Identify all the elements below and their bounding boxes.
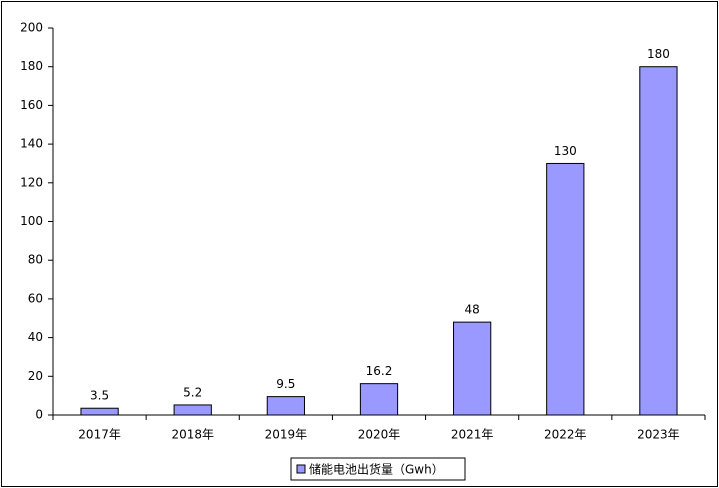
legend-box <box>290 457 466 481</box>
bar <box>80 407 119 416</box>
data-label: 180 <box>647 47 670 61</box>
x-tick-label: 2019年 <box>265 428 308 442</box>
data-label: 130 <box>554 144 577 158</box>
legend-swatch <box>296 464 306 474</box>
legend-label: 储能电池出货量（Gwh） <box>309 462 444 477</box>
y-tick-label: 100 <box>20 214 43 228</box>
data-label: 16.2 <box>366 364 393 378</box>
y-tick-label: 80 <box>28 253 43 267</box>
x-tick-label: 2017年 <box>78 428 121 442</box>
y-tick-label: 160 <box>20 98 43 112</box>
bar <box>266 396 305 416</box>
x-tick-label: 2022年 <box>544 428 587 442</box>
data-label: 5.2 <box>183 385 202 399</box>
x-tick-label: 2020年 <box>358 428 401 442</box>
y-tick-label: 140 <box>20 137 43 151</box>
data-label: 3.5 <box>90 389 109 403</box>
bar <box>359 383 399 416</box>
y-tick-label: 20 <box>28 369 43 383</box>
x-tick-label: 2018年 <box>171 428 214 442</box>
data-label: 9.5 <box>276 377 295 391</box>
bar <box>173 404 212 416</box>
bar <box>639 66 678 416</box>
y-tick-label: 200 <box>20 21 43 35</box>
x-tick-label: 2021年 <box>451 428 494 442</box>
data-label: 48 <box>465 303 480 317</box>
bar <box>453 321 492 416</box>
y-tick-label: 120 <box>20 175 43 189</box>
y-tick-label: 60 <box>28 291 43 305</box>
y-tick-label: 0 <box>35 408 43 422</box>
y-tick-label: 180 <box>20 59 43 73</box>
x-tick-label: 2023年 <box>637 428 680 442</box>
bar <box>546 162 585 416</box>
y-tick-label: 40 <box>28 330 43 344</box>
